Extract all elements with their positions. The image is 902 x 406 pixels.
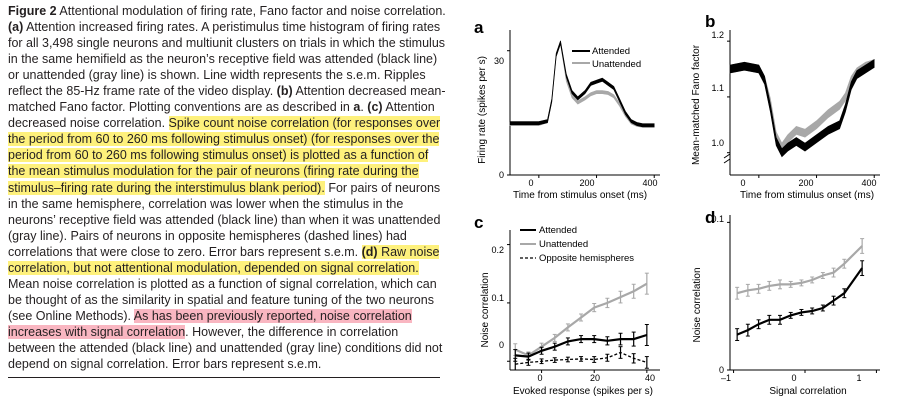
panel-c-xtick-40: 40 bbox=[645, 373, 655, 383]
legend-a-attended: Attended bbox=[592, 46, 630, 57]
legend-c-unattended: Unattended bbox=[539, 239, 588, 250]
panel-c-plot bbox=[507, 230, 660, 373]
caption-title: Attentional modulation of firing rate, F… bbox=[59, 4, 446, 18]
panel-c: c Noise correlation Evoked response (spi… bbox=[474, 213, 660, 397]
panel-c-ytick-0: 0 bbox=[499, 340, 504, 350]
panel-a-xlabel: Time from stimulus onset (ms) bbox=[513, 190, 647, 201]
panel-d-xlabel: Signal correlation bbox=[769, 386, 846, 397]
caption-text-a: Attention increased firing rates. A peri… bbox=[8, 20, 446, 99]
panel-d-letter: d bbox=[705, 208, 715, 227]
caption-label-b: (b) bbox=[276, 84, 293, 99]
series-line-attended-d bbox=[736, 267, 863, 336]
legend-c-attended: Attended bbox=[539, 225, 577, 236]
series-band-attended-a bbox=[509, 40, 655, 128]
panel-c-ytick-0.2: 0.2 bbox=[491, 245, 504, 255]
panel-c-xtick-20: 20 bbox=[590, 373, 600, 383]
panel-b-letter: b bbox=[705, 12, 715, 31]
series-band-attended-b bbox=[729, 58, 875, 158]
caption-label-c: (c) bbox=[367, 100, 383, 115]
panel-a-ytick-0: 0 bbox=[499, 170, 504, 180]
series-band-unattended-a bbox=[509, 40, 655, 128]
legend-c-opposite: Opposite hemispheres bbox=[539, 253, 634, 264]
panel-c-xtick-0: 0 bbox=[537, 373, 542, 383]
caption-rule bbox=[8, 377, 440, 379]
panel-d: d Noise correlation Signal correlation 0… bbox=[692, 208, 880, 397]
caption-text-d-2: . However, the difference in correlation… bbox=[8, 324, 443, 372]
caption-text-b-ref: a bbox=[353, 100, 361, 115]
panel-d-xtick-0: 0 bbox=[791, 373, 796, 383]
panel-c-ylabel: Noise correlation bbox=[480, 272, 491, 347]
panel-d-xtick-1: 1 bbox=[856, 373, 861, 383]
panel-b-xtick-200: 200 bbox=[798, 178, 813, 188]
caption-text-b: Attention decreased mean-matched Fano fa… bbox=[8, 84, 446, 115]
series-band-unattended-b bbox=[729, 59, 875, 152]
panel-b-plot bbox=[727, 30, 880, 178]
panel-a-plot bbox=[507, 30, 660, 178]
figure-panels: a Firing rate (spikes per s) Time from s… bbox=[474, 12, 880, 397]
panel-c-letter: c bbox=[474, 213, 483, 232]
panel-d-plot bbox=[727, 215, 880, 373]
panel-a-xtick-400: 400 bbox=[642, 178, 657, 188]
panel-a-xtick-200: 200 bbox=[579, 178, 594, 188]
panel-a-ytick-30: 30 bbox=[494, 56, 504, 66]
panel-b-xlabel: Time from stimulus onset (ms) bbox=[740, 190, 874, 201]
caption-text-c: Attention decreased noise correlation. bbox=[8, 100, 435, 131]
panel-a-xtick-0: 0 bbox=[528, 178, 533, 188]
caption-text-c-2: For pairs of neurons in the same hemisph… bbox=[8, 180, 441, 259]
legend-a-unattended: Unattended bbox=[592, 59, 641, 70]
panel-c-ytick-0.1: 0.1 bbox=[491, 293, 504, 303]
caption-text-b-end: . bbox=[360, 100, 364, 115]
panel-d-xtick-minus1: –1 bbox=[721, 373, 731, 383]
caption-highlight-d-text: Raw noise correlation, but not attention… bbox=[8, 244, 440, 275]
caption-label-d: (d) bbox=[361, 244, 378, 259]
panel-b-ytick-1.1: 1.1 bbox=[711, 83, 724, 93]
panel-d-ylabel: Noise correlation bbox=[692, 267, 703, 342]
panel-a-letter: a bbox=[474, 18, 484, 37]
panel-b-axis-break-icon bbox=[723, 153, 731, 164]
panel-a-ylabel: Firing rate (spikes per s) bbox=[477, 56, 488, 164]
figure-caption: Figure 2 Attentional modulation of firin… bbox=[8, 3, 448, 379]
caption-label-a: (a) bbox=[8, 20, 24, 35]
panel-b-ytick-1.0: 1.0 bbox=[711, 138, 724, 148]
figure-label: Figure 2 bbox=[8, 4, 57, 18]
series-line-unattended-d bbox=[736, 245, 863, 295]
panel-b-ylabel: Mean-matched Fano factor bbox=[691, 44, 702, 165]
panel-d-ytick-0.1: 0.1 bbox=[711, 214, 724, 224]
panel-c-xlabel: Evoked response (spikes per s) bbox=[513, 386, 653, 397]
panel-b-xtick-0: 0 bbox=[740, 178, 745, 188]
panel-b-ytick-1.2: 1.2 bbox=[711, 30, 724, 40]
panel-b-xtick-400: 400 bbox=[861, 178, 876, 188]
panel-b: b Mean-matched Fano factor Time from sti… bbox=[691, 12, 880, 201]
panel-d-ytick-0: 0 bbox=[719, 365, 724, 375]
panel-a: a Firing rate (spikes per s) Time from s… bbox=[474, 18, 660, 201]
caption-text-d: Mean noise correlation is plotted as a f… bbox=[8, 276, 437, 323]
